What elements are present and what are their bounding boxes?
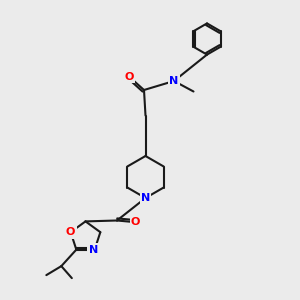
Text: O: O <box>131 217 140 227</box>
Text: N: N <box>141 193 150 203</box>
Text: N: N <box>169 76 178 86</box>
Text: N: N <box>88 244 98 255</box>
Text: O: O <box>124 71 134 82</box>
Text: O: O <box>66 227 75 237</box>
